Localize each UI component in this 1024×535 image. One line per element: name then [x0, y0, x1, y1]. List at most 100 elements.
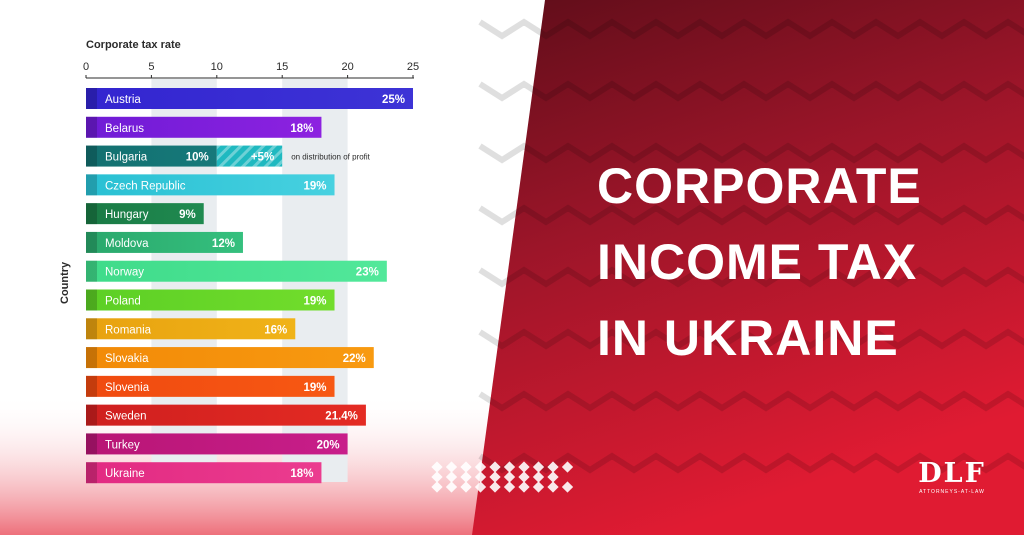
decor-dot	[474, 461, 487, 473]
bar-category-label: Czech Republic	[105, 180, 186, 192]
bar-stub	[86, 174, 97, 196]
bar-category-label: Moldova	[105, 238, 149, 250]
decor-dot	[431, 471, 443, 483]
decor-dot	[561, 461, 574, 473]
decor-dot	[460, 471, 472, 483]
bar-category-label: Ukraine	[105, 468, 145, 480]
red-panel	[472, 0, 1024, 535]
x-tick-label: 10	[211, 61, 223, 73]
bar	[86, 318, 296, 340]
dlf-logo: DLF ATTORNEYS-AT-LAW	[916, 460, 988, 496]
zigzag-line	[478, 266, 1024, 288]
bar-value-label: 10%	[186, 152, 209, 164]
decor-dot	[561, 481, 574, 493]
decor-dot	[445, 481, 458, 493]
decor-dot	[474, 481, 487, 493]
bar-stub	[86, 318, 97, 340]
bar-value-label: 12%	[212, 238, 235, 250]
headline-line-1: CORPORATE	[597, 158, 922, 214]
x-tick-label: 0	[83, 61, 89, 73]
decor-dot	[518, 471, 530, 483]
decor-dot	[503, 461, 516, 473]
bar-category-label: Turkey	[105, 439, 140, 451]
bar-category-label: Hungary	[105, 209, 149, 221]
decor-dot	[489, 471, 501, 483]
headline: CORPORATE INCOME TAX IN UKRAINE	[597, 148, 1017, 376]
logo-subtitle: ATTORNEYS-AT-LAW	[919, 489, 985, 495]
bar-category-label: Austria	[105, 94, 141, 106]
bar-value-label: 22%	[343, 353, 366, 365]
x-tick-label: 25	[407, 61, 419, 73]
decor-dot	[431, 461, 443, 473]
bar-category-label: Norway	[105, 267, 144, 279]
bar	[86, 404, 366, 426]
bar-value-label: 25%	[382, 94, 405, 106]
bar	[86, 289, 335, 311]
bar-stub	[86, 375, 97, 397]
bar-value-label: 18%	[290, 468, 313, 480]
decor-dot	[503, 471, 516, 483]
headline-line-2: INCOME TAX	[597, 234, 918, 290]
x-ticks: 0 5 10 15 20 25	[83, 61, 419, 78]
bar-stub	[86, 404, 97, 426]
bar-value-label: 21.4%	[325, 411, 358, 423]
bar	[86, 174, 335, 196]
bar-category-label: Poland	[105, 296, 141, 308]
decor-dot	[431, 481, 443, 493]
bar-stub	[86, 289, 97, 311]
bar-value-label: 18%	[290, 123, 313, 135]
bar	[86, 145, 217, 167]
bar-category-label: Slovenia	[105, 382, 150, 394]
bar	[86, 462, 322, 484]
bar-category-label: Romania	[105, 324, 152, 336]
zigzag-line	[478, 452, 1024, 474]
bar-value-label: 16%	[264, 324, 287, 336]
bar-value-label: 20%	[317, 439, 340, 451]
bar-stub	[86, 116, 97, 138]
tax-rate-chart: Corporate tax rate 0 5 10 15 20 25 Austria 25%…	[59, 39, 419, 484]
x-tick-label: 20	[341, 61, 353, 73]
decor-dot	[518, 481, 530, 493]
bar-value-label: 9%	[179, 209, 196, 221]
bar-stub	[86, 145, 97, 167]
bar	[86, 88, 413, 109]
bar-extra-hatch	[216, 145, 283, 167]
bar	[86, 347, 374, 369]
headline-line-3: IN UKRAINE	[597, 310, 899, 366]
bar-value-label: 19%	[303, 296, 326, 308]
bar-stub	[86, 347, 97, 369]
bar-extra-note: on distribution of profit	[291, 153, 370, 162]
bar-value-label: 23%	[356, 267, 379, 279]
decor-dot	[532, 461, 545, 473]
bar-value-label: 19%	[303, 180, 326, 192]
zigzag-line	[478, 142, 1024, 164]
bar-value-label: 19%	[303, 382, 326, 394]
decor-dot	[460, 461, 472, 473]
decor-dot	[503, 481, 516, 493]
decor-dot	[532, 481, 545, 493]
zigzag-line	[478, 80, 1024, 102]
bar-extra-label: +5%	[251, 152, 274, 164]
bar-stub	[86, 88, 97, 109]
zigzag-pattern	[478, 18, 1024, 474]
bar-stub	[86, 260, 97, 282]
y-axis-label: Country	[59, 261, 71, 304]
bar	[86, 231, 243, 253]
bar	[86, 433, 348, 455]
bar	[86, 116, 322, 138]
decor-dot	[547, 471, 559, 483]
bar-stub	[86, 433, 97, 455]
bar	[86, 203, 204, 225]
x-tick-label: 15	[276, 61, 288, 73]
bar-stub	[86, 231, 97, 253]
bars: Austria 25% Belarus 18% Bulgaria 10% +5% on dis…	[86, 88, 413, 484]
decor-dot	[547, 481, 559, 493]
decor-dot	[445, 471, 458, 483]
bar	[86, 375, 335, 397]
bar-stub	[86, 462, 97, 484]
bar-stub	[86, 203, 97, 225]
logo-mark: DLF	[918, 458, 986, 489]
bar-category-label: Sweden	[105, 411, 147, 423]
x-tick-label: 5	[148, 61, 154, 73]
